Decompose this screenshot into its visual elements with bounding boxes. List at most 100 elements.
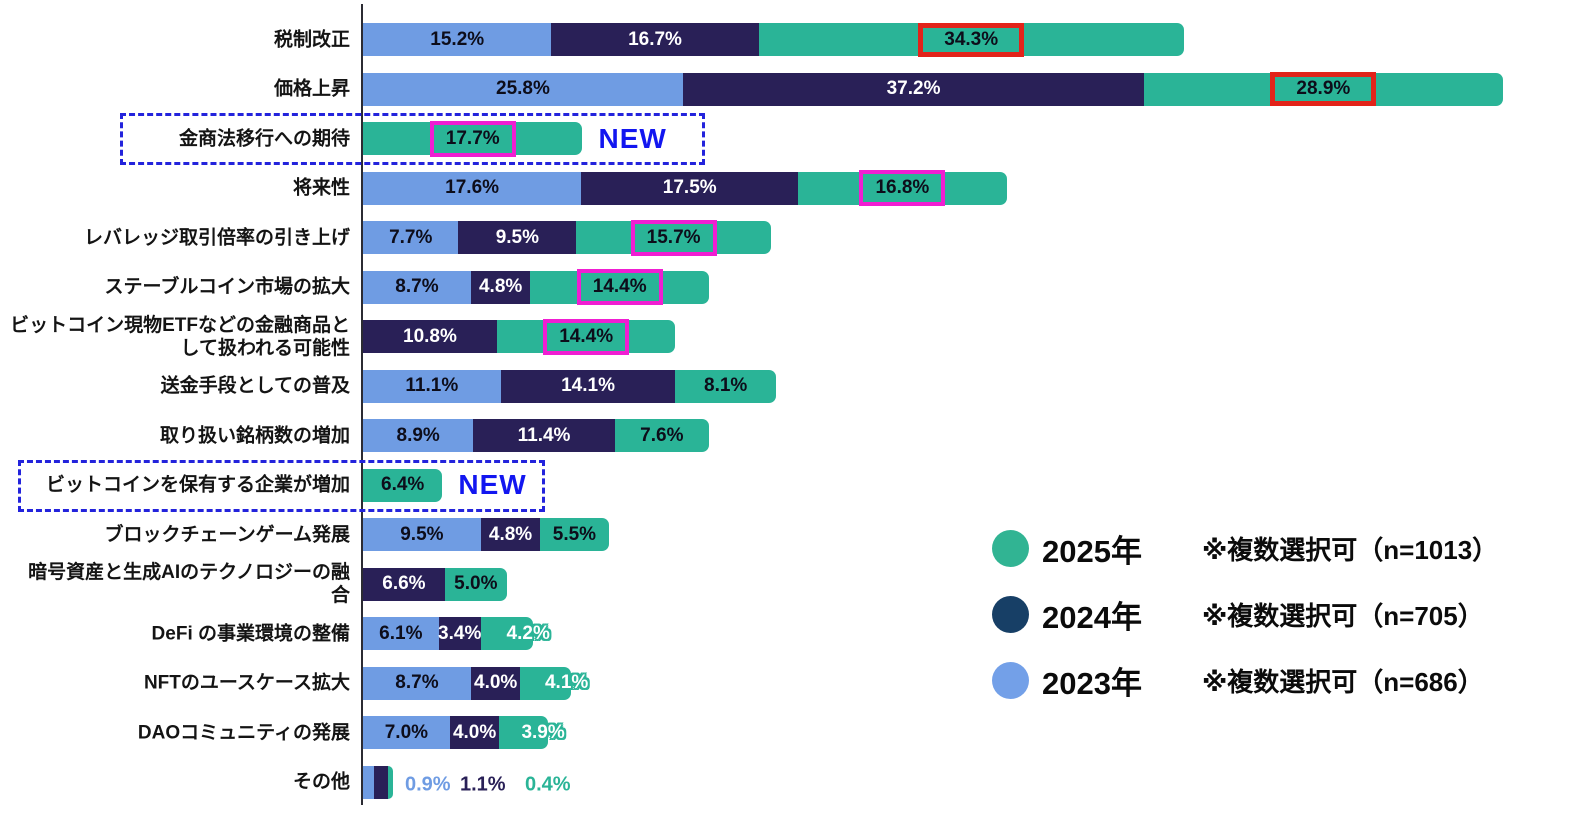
bar-segment-2024: 4.8% — [480, 518, 541, 551]
bar-value-label: 11.4% — [517, 424, 571, 446]
bar-row: 6.4% — [363, 468, 443, 502]
bar-segment-2024: 14.1% — [500, 369, 676, 403]
row-label: 価格上昇 — [273, 78, 350, 100]
bar-row: 17.6% 17.5% 16.8% — [363, 170, 1007, 206]
y-axis-line — [361, 4, 363, 805]
bar-segment-2023: 9.5% — [363, 518, 481, 551]
legend-year-label: 2023年 — [1042, 666, 1142, 701]
legend-item-2025: 2025年 ※複数選択可（n=1013） — [992, 526, 1498, 571]
bar-value-label: 5.5% — [552, 523, 597, 545]
bar-segment-2025 — [387, 765, 393, 799]
row-label: 取り扱い銘柄数の増加 — [159, 425, 350, 446]
bar-value-label: 6.4% — [381, 474, 425, 495]
legend: 2025年 ※複数選択可（n=1013） 2024年 ※複数選択可（n=705）… — [992, 526, 1498, 724]
bar-segment-2025: 14.4% — [530, 269, 709, 305]
bar-segment-2024: 6.6% — [363, 567, 445, 601]
bar-value-label: 15.7% — [630, 219, 717, 256]
bar-value-label: 14.1% — [561, 375, 615, 396]
bar-segment-2024: 17.5% — [581, 171, 799, 205]
bar-segment-2023: 25.8% — [363, 72, 683, 106]
new-label: NEW — [598, 122, 667, 154]
row-label: 将来性 — [292, 177, 350, 199]
bar-value-label: 5.0% — [454, 573, 498, 594]
bar-value-label: 11.1% — [405, 375, 459, 396]
bar-value-label: 8.9% — [396, 424, 440, 446]
bar-value-label: 3.9% — [521, 721, 565, 743]
bar-row: 7.0% 4.0% 3.9% — [363, 716, 565, 749]
bar-row: 17.7% — [363, 120, 583, 157]
bar-segment-2023: 11.1% — [363, 369, 501, 403]
bar-value-label: 16.8% — [859, 170, 946, 206]
bar-value-label: 3.4% — [438, 622, 482, 644]
bar-segment-2024: 4.8% — [470, 270, 531, 304]
row-label: DeFi の事業環境の整備 — [151, 623, 350, 644]
bar-segment-2023: 8.7% — [363, 270, 471, 304]
row-label: ブロックチェーンゲーム発展 — [104, 524, 350, 545]
bar-value-label: 16.7% — [628, 28, 682, 50]
bar-value-label: 9.5% — [495, 226, 540, 248]
bar-row: 25.8% 37.2% 28.9% — [363, 72, 1503, 106]
bar-value-label: 37.2% — [886, 78, 941, 99]
bar-value-label: 17.5% — [662, 177, 717, 198]
bar-value-label: 4.8% — [478, 276, 523, 297]
bar-value-label: 28.9% — [1270, 72, 1377, 106]
bar-row: 6.1% 3.4% 4.2% — [363, 617, 550, 650]
row-label: ステーブルコイン市場の拡大 — [104, 276, 350, 298]
row-label: DAOコミュニティの発展 — [137, 722, 350, 743]
bar-value-label: 4.0% — [452, 721, 497, 743]
bar-segment-2023: 7.7% — [363, 221, 459, 254]
outside-value-label-2025: 0.4% — [525, 773, 571, 796]
row-label: 暗号資産と生成AIのテクノロジーの融合 — [28, 562, 350, 606]
bar-segment-2024: 37.2% — [682, 72, 1145, 106]
bar-segment-2025: 3.9% — [499, 716, 565, 749]
bar-value-label: 4.1% — [544, 672, 589, 693]
bar-segment-2024: 16.7% — [551, 23, 759, 56]
bar-segment-2023: 8.9% — [363, 419, 474, 452]
bar-value-label: 4.8% — [488, 523, 533, 545]
bar-segment-2025: 5.5% — [540, 518, 609, 551]
legend-item-2023: 2023年 ※複数選択可（n=686） — [992, 658, 1498, 703]
bar-row: 9.5% 4.8% 5.5% — [363, 518, 609, 551]
bar-value-label: 9.5% — [400, 523, 444, 545]
bar-segment-2025: 6.4% — [363, 468, 443, 502]
bar-segment-2025: 34.3% — [758, 22, 1184, 57]
new-highlight-box — [120, 113, 705, 165]
bar-segment-2024: 10.8% — [363, 320, 497, 353]
bar-segment-2023: 17.6% — [363, 171, 582, 205]
bar-value-label: 15.2% — [430, 28, 485, 50]
bar-row: 7.7% 9.5% 15.7% — [363, 219, 771, 256]
bar-segment-2025: 8.1% — [675, 369, 776, 403]
row-label: ビットコイン現物ETFなどの金融商品と して扱われる可能性 — [10, 314, 350, 359]
bar-row: 15.2% 16.7% 34.3% — [363, 22, 1184, 57]
bar-value-label: 8.1% — [704, 375, 748, 396]
bar-segment-2024 — [374, 765, 388, 799]
legend-swatch-2024-icon — [992, 596, 1029, 633]
bar-segment-2025: 16.8% — [798, 170, 1007, 206]
bar-value-label: 8.7% — [395, 672, 439, 693]
row-label: ビットコインを保有する企業が増加 — [45, 474, 350, 496]
bar-segment-2023: 15.2% — [363, 23, 552, 56]
bar-segment-2025: 5.0% — [444, 567, 507, 601]
bar-row: 10.8% 14.4% — [363, 318, 676, 355]
outside-value-label-2024: 1.1% — [460, 773, 506, 796]
bar-segment-2025: 4.2% — [480, 617, 550, 650]
bar-segment-2023: 8.7% — [363, 666, 471, 700]
bar-value-label: 8.7% — [395, 276, 439, 297]
legend-year-label: 2024年 — [1042, 600, 1142, 635]
row-label: 金商法移行への期待 — [178, 128, 350, 149]
row-label: NFTのユースケース拡大 — [143, 672, 350, 694]
bar-segment-2024: 11.4% — [473, 419, 615, 452]
bar-segment-2025: 17.7% — [363, 120, 583, 157]
row-label: 税制改正 — [273, 29, 350, 50]
bar-row: 8.9% 11.4% 7.6% — [363, 419, 709, 452]
bar-value-label: 14.4% — [543, 318, 630, 355]
bar-row — [363, 765, 393, 799]
bar-segment-2024: 9.5% — [458, 221, 577, 254]
legend-note: ※複数選択可（n=1013） — [1202, 535, 1499, 565]
bar-value-label: 7.6% — [640, 424, 684, 446]
bar-value-label: 7.7% — [389, 226, 433, 248]
bar-segment-2023 — [363, 765, 375, 799]
row-label: 送金手段としての普及 — [160, 375, 350, 397]
bar-value-label: 7.0% — [384, 721, 429, 743]
bar-row: 6.6% 5.0% — [363, 567, 507, 601]
